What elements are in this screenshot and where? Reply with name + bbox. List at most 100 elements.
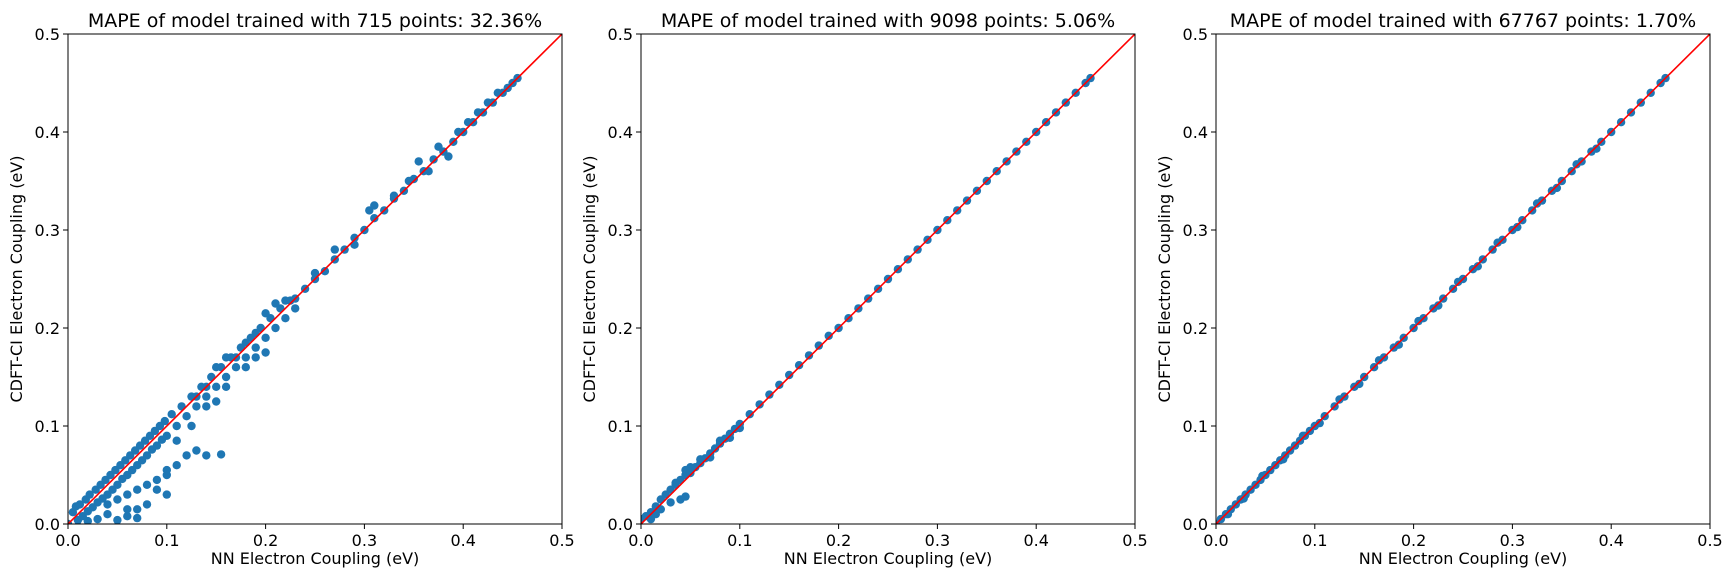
data-point	[142, 480, 152, 489]
x-axis-label: NN Electron Coupling (eV)	[1359, 549, 1568, 568]
data-point	[1513, 222, 1522, 232]
data-point	[824, 331, 833, 340]
y-axis-label: CDFT-CI Electron Coupling (eV)	[1155, 156, 1174, 403]
x-tick-label: 0.4	[1598, 531, 1623, 550]
data-point	[671, 478, 680, 487]
x-tick-label: 0.5	[1697, 531, 1722, 550]
chart-title: MAPE of model trained with 9098 points: …	[661, 10, 1115, 32]
data-point	[162, 490, 171, 499]
data-point	[1453, 277, 1463, 287]
data-point	[1315, 418, 1324, 428]
data-point	[103, 510, 112, 519]
data-point	[735, 423, 744, 433]
data-point	[414, 157, 423, 166]
data-point	[187, 421, 196, 431]
data-point	[152, 475, 162, 485]
data-point	[93, 514, 102, 524]
data-point	[212, 363, 221, 372]
scatter-panel: 0.0 0.1 0.2 0.3 0.4 0.5 0.0 0.1 0.2 0.3 0.4 0.5 MAPE…	[7, 10, 575, 568]
data-point	[271, 323, 280, 333]
scatter-panel: 0.0 0.1 0.2 0.3 0.4 0.5 0.0 0.1 0.2 0.3 0.4 0.5 MAPE…	[1155, 10, 1723, 568]
y-tick-label: 0.5	[35, 25, 60, 44]
data-point	[172, 421, 181, 431]
data-point	[162, 465, 171, 475]
data-point	[1279, 455, 1288, 464]
data-point	[696, 455, 705, 464]
data-point	[241, 363, 250, 372]
data-point	[202, 402, 211, 411]
data-point	[221, 382, 231, 391]
data-point	[251, 343, 260, 352]
y-tick-label: 0.5	[608, 25, 633, 44]
data-point	[182, 412, 191, 421]
data-point	[1374, 356, 1384, 365]
data-point	[231, 363, 241, 372]
data-point	[123, 490, 132, 499]
data-point	[172, 436, 181, 445]
data-point	[745, 410, 754, 419]
y-axis-label: CDFT-CI Electron Coupling (eV)	[7, 156, 26, 403]
data-point	[1473, 262, 1483, 271]
plot-frame	[1215, 33, 1711, 525]
data-point	[1298, 431, 1308, 440]
data-point	[167, 410, 176, 419]
data-point	[1258, 471, 1267, 481]
data-point	[775, 380, 784, 389]
data-point	[261, 348, 270, 357]
x-tick-label: 0.1	[1302, 531, 1327, 550]
data-point	[681, 492, 690, 501]
data-point	[241, 353, 250, 362]
y-tick-label: 0.3	[1183, 221, 1208, 240]
data-point	[221, 353, 231, 362]
y-tick-label: 0.5	[1183, 25, 1208, 44]
y-axis-label: CDFT-CI Electron Coupling (eV)	[580, 156, 599, 403]
data-point	[1532, 199, 1542, 208]
data-point	[706, 453, 715, 462]
data-point	[216, 450, 226, 459]
data-point	[686, 468, 695, 478]
data-point	[202, 392, 211, 401]
data-point	[785, 370, 794, 380]
chart-title: MAPE of model trained with 67767 points:…	[1230, 10, 1696, 32]
data-point	[261, 309, 270, 318]
data-point	[1493, 238, 1502, 247]
data-point	[142, 451, 152, 460]
y-tick-label: 0.4	[1183, 123, 1208, 142]
data-point	[281, 296, 290, 305]
x-tick-label: 0.0	[628, 531, 653, 550]
data-point	[310, 268, 320, 278]
plot-frame	[640, 33, 1136, 525]
data-point	[281, 314, 290, 323]
y-tick-label: 0.3	[35, 221, 60, 240]
data-point	[182, 451, 191, 460]
y-tick-label: 0.0	[608, 515, 633, 534]
data-point	[1239, 494, 1248, 503]
x-tick-label: 0.3	[1500, 531, 1525, 550]
data-point	[192, 446, 201, 455]
x-tick-label: 0.2	[253, 531, 278, 550]
data-point	[1335, 395, 1344, 404]
data-point	[725, 433, 735, 442]
data-point	[133, 505, 142, 514]
data-point	[1223, 510, 1233, 519]
data-point	[1355, 379, 1364, 389]
y-tick-label: 0.2	[608, 319, 633, 338]
x-tick-label: 0.4	[1023, 531, 1048, 550]
data-point	[794, 361, 804, 370]
data-point	[765, 390, 774, 399]
x-tick-label: 0.1	[727, 531, 752, 550]
data-point	[85, 490, 94, 499]
data-point	[444, 152, 453, 161]
data-point	[152, 441, 162, 450]
y-tick-label: 0.2	[1183, 319, 1208, 338]
scatter-panel: 0.0 0.1 0.2 0.3 0.4 0.5 0.0 0.1 0.2 0.3 0.4 0.5 MAPE…	[580, 10, 1148, 568]
data-point	[113, 480, 122, 489]
x-axis-label: NN Electron Coupling (eV)	[784, 549, 993, 568]
data-point	[75, 500, 85, 509]
data-point	[814, 341, 823, 350]
data-point	[172, 461, 181, 470]
data-point	[160, 416, 169, 426]
data-point	[350, 233, 359, 242]
data-point	[804, 351, 814, 360]
